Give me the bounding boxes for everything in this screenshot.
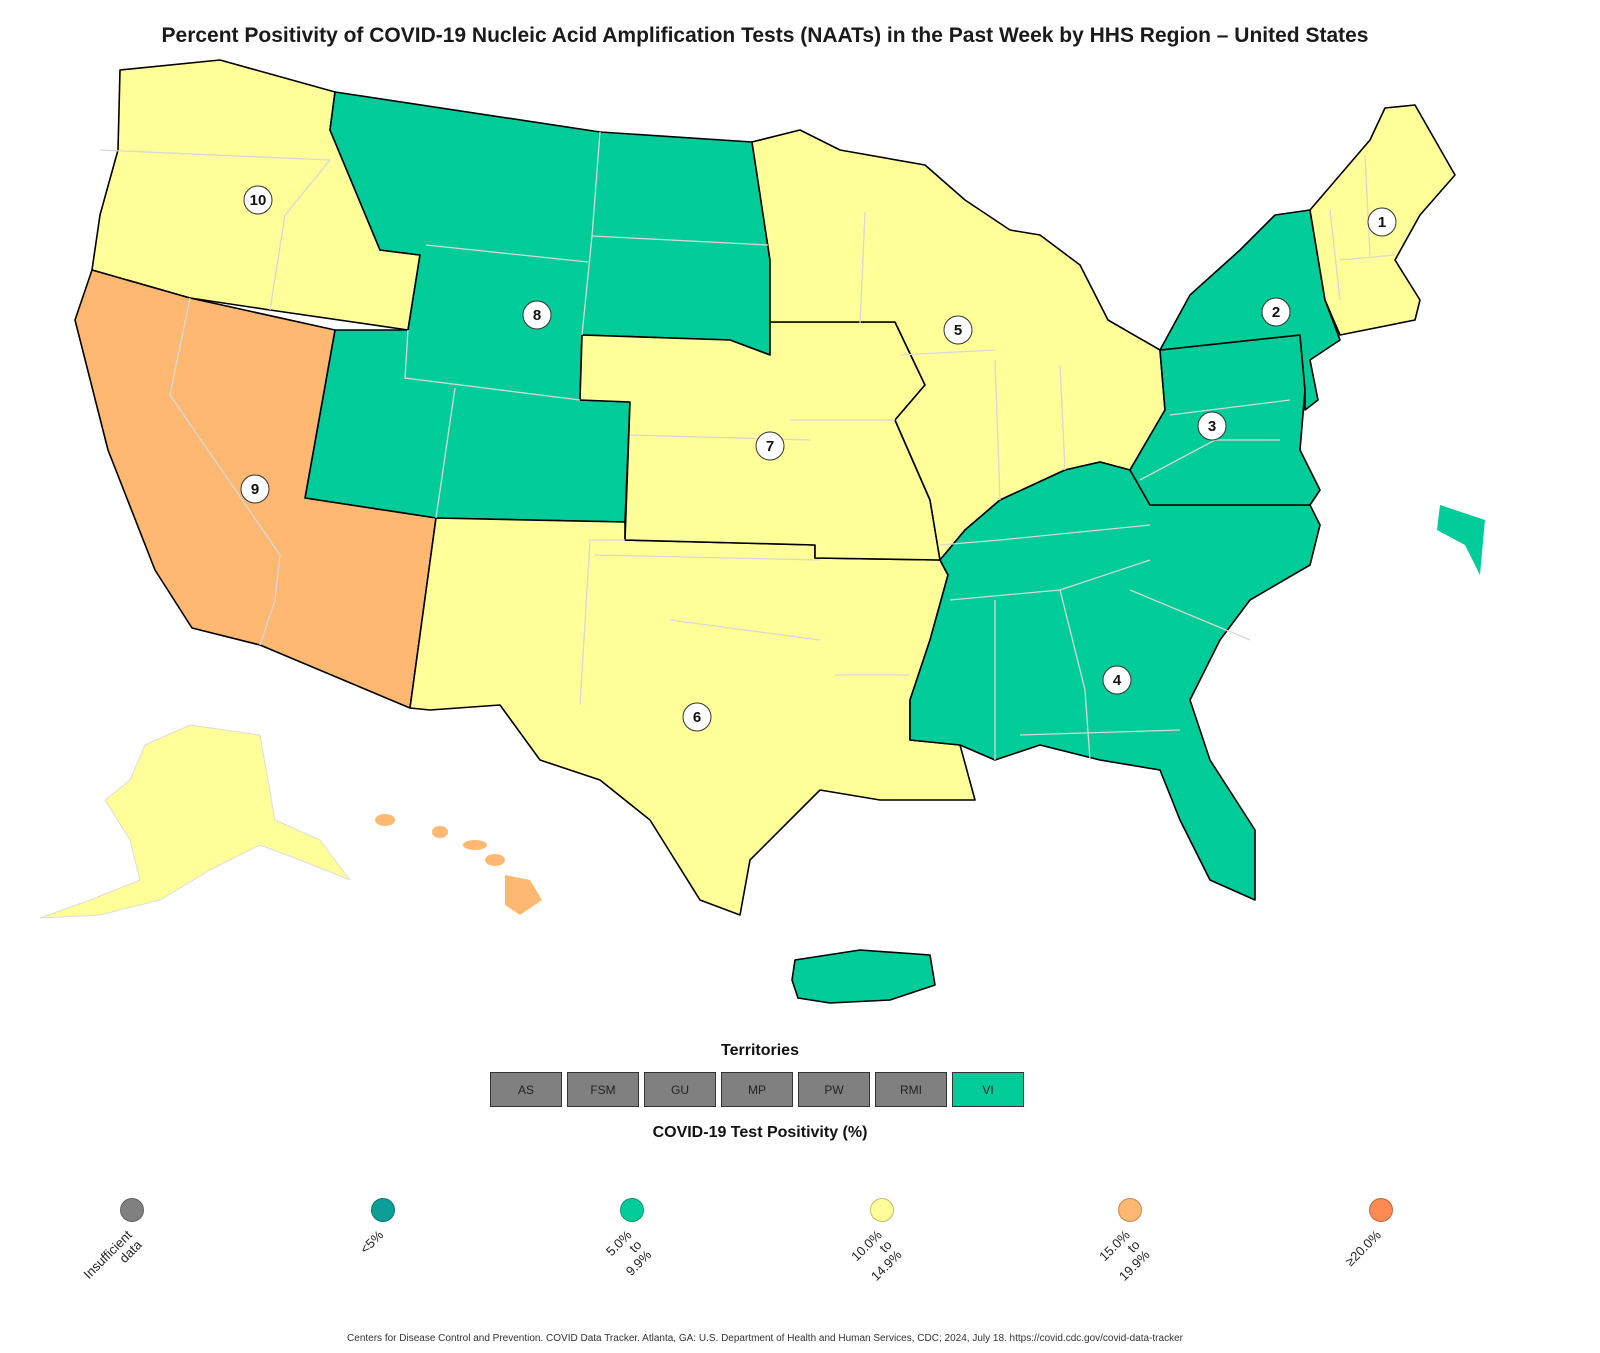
- alaska-area[interactable]: [39, 724, 351, 919]
- svg-text:6: 6: [693, 709, 701, 726]
- territory-mp[interactable]: MP: [721, 1072, 793, 1107]
- legend-dot-5-to-9: [620, 1198, 644, 1222]
- hawaii-area[interactable]: [375, 814, 542, 915]
- map-title: Percent Positivity of COVID-19 Nucleic A…: [161, 24, 1369, 47]
- territory-fsm[interactable]: FSM: [567, 1072, 639, 1107]
- region-2-area[interactable]: [1159, 209, 1341, 411]
- region-marker-6[interactable]: 6: [682, 702, 712, 732]
- svg-text:10: 10: [250, 192, 267, 209]
- svg-text:1: 1: [1378, 214, 1386, 231]
- legend-dot-lt5: [371, 1198, 395, 1222]
- territory-as[interactable]: AS: [490, 1072, 562, 1107]
- legend-dot-10-to-14: [870, 1198, 894, 1222]
- region-marker-10[interactable]: 10: [243, 185, 273, 215]
- svg-text:2: 2: [1272, 304, 1280, 321]
- territories-row: AS FSM GU MP PW RMI VI: [490, 1072, 1024, 1107]
- legend-item-insufficient[interactable]: Insufficient data: [81, 1198, 145, 1282]
- legend-label-ge20: ≥20.0%: [1342, 1227, 1384, 1270]
- legend-label-10-to-14: 10.0% to 14.9%: [848, 1227, 905, 1284]
- territory-rmi[interactable]: RMI: [875, 1072, 947, 1107]
- legend-item-lt5[interactable]: <5%: [357, 1198, 395, 1257]
- region-marker-1[interactable]: 1: [1367, 207, 1397, 237]
- legend-dot-ge20: [1369, 1198, 1393, 1222]
- svg-text:3: 3: [1208, 418, 1216, 435]
- legend-title: COVID-19 Test Positivity (%): [652, 1124, 868, 1141]
- legend-item-15-to-19[interactable]: 15.0% to 19.9%: [1096, 1198, 1153, 1284]
- legend-label-insufficient: Insufficient data: [80, 1227, 145, 1282]
- region-marker-2[interactable]: 2: [1261, 297, 1291, 327]
- legend-item-ge20[interactable]: ≥20.0%: [1342, 1198, 1393, 1269]
- virgin-islands-area[interactable]: [1437, 505, 1485, 575]
- territory-gu[interactable]: GU: [644, 1072, 716, 1107]
- region-marker-3[interactable]: 3: [1197, 411, 1227, 441]
- legend-item-10-to-14[interactable]: 10.0% to 14.9%: [848, 1198, 905, 1284]
- svg-text:7: 7: [766, 438, 774, 455]
- hhs-region-map: 1 2 3 4 5 6 7 8 9 10: [39, 59, 1485, 1004]
- territory-vi[interactable]: VI: [952, 1072, 1024, 1107]
- territory-pw[interactable]: PW: [798, 1072, 870, 1107]
- region-marker-9[interactable]: 9: [240, 474, 270, 504]
- legend-dot-15-to-19: [1118, 1198, 1142, 1222]
- legend-label-lt5: <5%: [356, 1227, 386, 1257]
- source-citation: Centers for Disease Control and Preventi…: [347, 1333, 1183, 1344]
- region-marker-7[interactable]: 7: [755, 431, 785, 461]
- legend-label-5-to-9: 5.0% to 9.9%: [603, 1227, 655, 1279]
- region-marker-8[interactable]: 8: [522, 300, 552, 330]
- legend-dot-insufficient: [120, 1198, 144, 1222]
- svg-text:4: 4: [1113, 672, 1122, 689]
- svg-text:8: 8: [533, 307, 541, 324]
- legend-item-5-to-9[interactable]: 5.0% to 9.9%: [603, 1198, 655, 1279]
- legend-label-15-to-19: 15.0% to 19.9%: [1096, 1227, 1153, 1284]
- svg-text:9: 9: [251, 481, 259, 498]
- territories-title: Territories: [721, 1042, 799, 1059]
- region-markers: 1 2 3 4 5 6 7 8 9 10: [240, 185, 1397, 732]
- state-boundaries: [99, 131, 1396, 761]
- region-marker-5[interactable]: 5: [943, 315, 973, 345]
- region-marker-4[interactable]: 4: [1102, 665, 1132, 695]
- svg-text:5: 5: [954, 322, 962, 339]
- puerto-rico-area[interactable]: [791, 949, 936, 1004]
